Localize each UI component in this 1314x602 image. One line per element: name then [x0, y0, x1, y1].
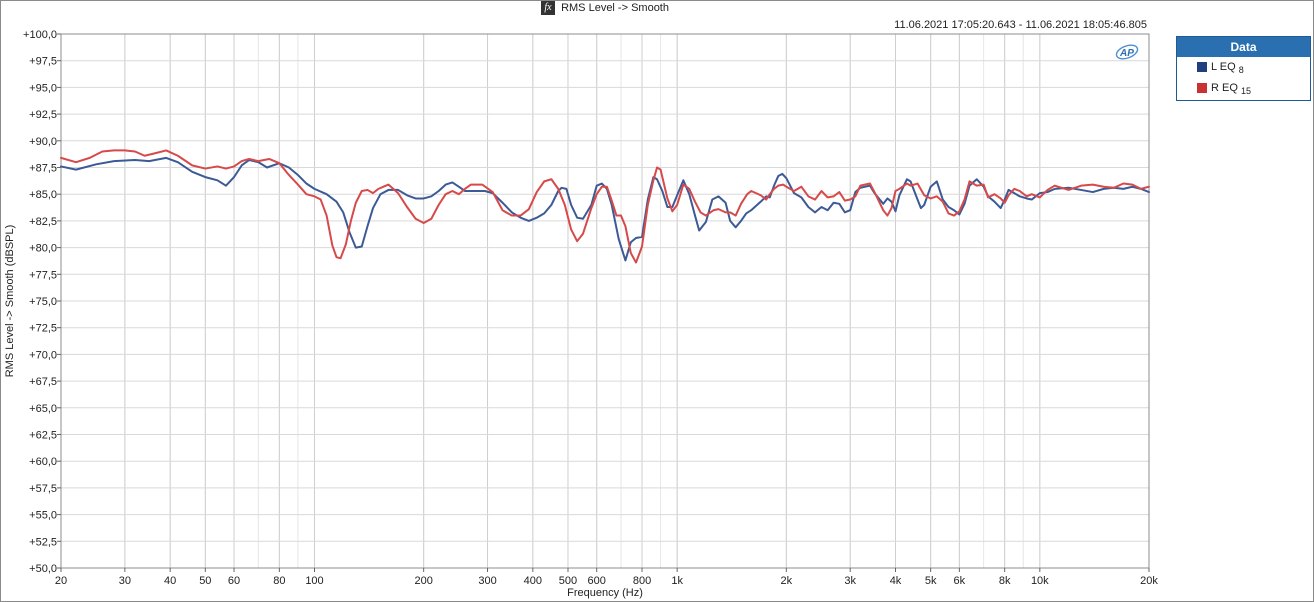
- x-tick-label: 8k: [999, 575, 1011, 587]
- y-tick-label: +80,0: [29, 243, 57, 255]
- y-tick-label: +90,0: [29, 136, 57, 148]
- y-tick-label: +50,0: [29, 563, 57, 575]
- y-tick-label: +57,5: [29, 483, 57, 495]
- legend-label: L EQ: [1211, 61, 1236, 73]
- y-tick-label: +97,5: [29, 56, 57, 68]
- x-tick-label: 30: [119, 575, 131, 587]
- y-tick-label: +70,0: [29, 349, 57, 361]
- x-tick-label: 200: [414, 575, 432, 587]
- x-tick-label: 4k: [890, 575, 902, 587]
- series-lines: [60, 149, 1150, 264]
- x-tick-label: 2k: [781, 575, 793, 587]
- y-tick-label: +92,5: [29, 109, 57, 121]
- ap-logo-icon: AP: [1115, 44, 1139, 60]
- legend-sub: 15: [1240, 86, 1251, 97]
- y-tick-label: +100,0: [23, 29, 57, 41]
- x-tick-label: 500: [559, 575, 577, 587]
- title-bar: fx RMS Level -> Smooth: [0, 1, 1210, 15]
- y-tick-label: +55,0: [29, 510, 57, 522]
- x-tick-label: 20k: [1140, 575, 1158, 587]
- x-tick-label: 800: [633, 575, 651, 587]
- x-tick-label: 100: [305, 575, 323, 587]
- x-tick-label: 6k: [954, 575, 966, 587]
- fx-icon[interactable]: fx: [541, 1, 556, 15]
- grid-lines: [61, 34, 1149, 568]
- x-tick-label: 600: [588, 575, 606, 587]
- series-line-r-eq: [60, 149, 1150, 264]
- legend-swatch[interactable]: [1197, 83, 1207, 93]
- y-tick-label: +62,5: [29, 430, 57, 442]
- x-axis-label: Frequency (Hz): [567, 587, 643, 599]
- y-tick-label: +52,5: [29, 536, 57, 548]
- y-tick-label: +72,5: [29, 323, 57, 335]
- x-tick-label: 3k: [844, 575, 856, 587]
- y-axis-label: RMS Level -> Smooth (dBSPL): [4, 225, 16, 378]
- y-tick-label: +85,0: [29, 189, 57, 201]
- legend-swatch[interactable]: [1197, 62, 1207, 72]
- series-line-l-eq: [60, 156, 1150, 262]
- legend-item-r-eq[interactable]: R EQ 15: [1177, 78, 1310, 99]
- x-tick-label: 20: [55, 575, 67, 587]
- x-tick-label: 5k: [925, 575, 937, 587]
- legend-header: Data: [1177, 37, 1310, 57]
- y-tick-label: +87,5: [29, 163, 57, 175]
- y-axis-ticks: +100,0 +97,5 +95,0 +92,5 +90,0 +87,5 +85,0 +82,…: [23, 29, 61, 575]
- x-tick-label: 300: [478, 575, 496, 587]
- timestamp-range: 11.06.2021 17:05:20.643 - 11.06.2021 18:…: [894, 19, 1147, 31]
- x-tick-label: 80: [273, 575, 285, 587]
- x-tick-label: 50: [199, 575, 211, 587]
- x-tick-label: 1k: [671, 575, 683, 587]
- legend-panel: Data L EQ 8 R EQ 15: [1176, 36, 1311, 101]
- x-tick-label: 40: [164, 575, 176, 587]
- y-tick-label: +67,5: [29, 376, 57, 388]
- y-tick-label: +82,5: [29, 216, 57, 228]
- legend-item-l-eq[interactable]: L EQ 8: [1177, 57, 1310, 78]
- x-tick-label: 400: [524, 575, 542, 587]
- y-tick-label: +65,0: [29, 403, 57, 415]
- y-tick-label: +75,0: [29, 296, 57, 308]
- legend-label: R EQ: [1211, 82, 1238, 94]
- y-tick-label: +95,0: [29, 82, 57, 94]
- ap-logo-text: AP: [1119, 48, 1134, 59]
- y-tick-label: +77,5: [29, 269, 57, 281]
- legend-sub: 8: [1238, 65, 1244, 76]
- x-axis-ticks: 20 30 40 50 60 80 100 200 300 400 500 600 800 1k 2k 3k 4…: [55, 568, 1158, 587]
- y-tick-label: +60,0: [29, 456, 57, 468]
- chart-title: RMS Level -> Smooth: [561, 2, 669, 14]
- x-tick-label: 60: [228, 575, 240, 587]
- x-tick-label: 10k: [1031, 575, 1049, 587]
